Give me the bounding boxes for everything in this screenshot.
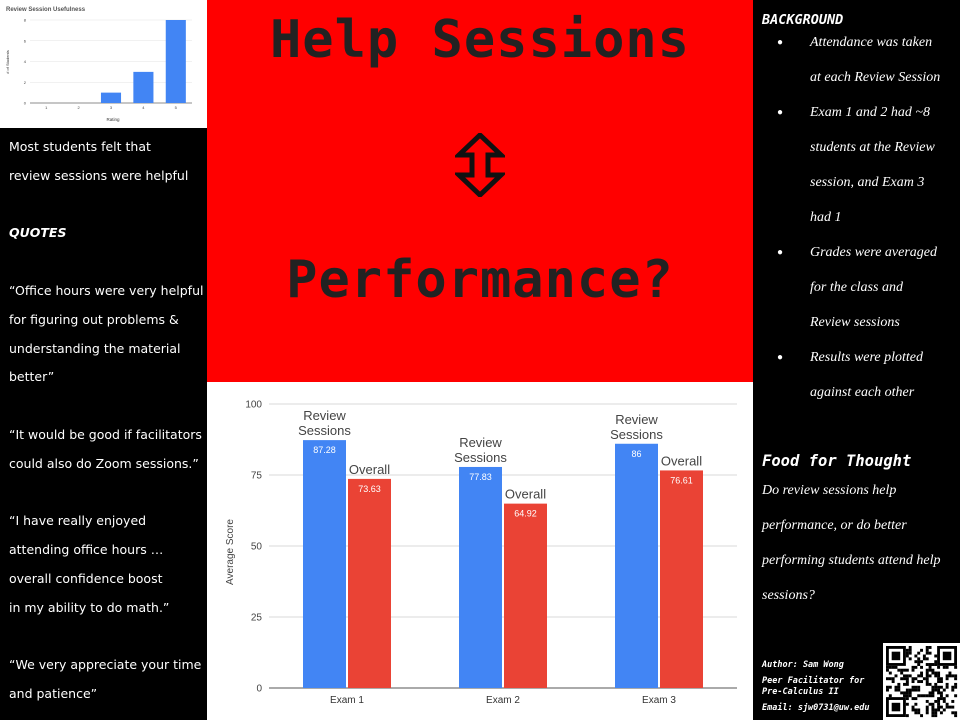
main-ytick-label: 100 (245, 400, 262, 411)
mini-ytick-label: 0 (24, 101, 27, 106)
background-item: Grades were averaged for the class and R… (753, 235, 960, 340)
mini-xtick-label: 5 (175, 105, 178, 110)
main-chart-ylabel: Average Score (225, 519, 236, 585)
background-item-text: session, and Exam 3 (810, 175, 925, 190)
background-item-text: Exam 1 and 2 had ~8 (810, 105, 930, 120)
background-list: Attendance was taken at each Review Sess… (753, 25, 960, 410)
bar-value-label: 86 (631, 449, 641, 459)
quote-3-line-3: overall confidence boost (9, 570, 163, 586)
left-panel: Review Session Usefulness 1 2 3 4 5 0 2 4 6 8 Ra… (0, 0, 207, 720)
background-item-text: Grades were averaged (810, 245, 938, 260)
series-name-label: Overall (349, 462, 390, 477)
main-bar (459, 466, 502, 688)
mini-ytick-label: 6 (24, 38, 27, 43)
quote-3-line-4: in my ability to do math.” (9, 599, 170, 615)
author-block: Author: Sam Wong Peer Facilitator for Pr… (762, 660, 884, 714)
main-xtick-label: Exam 3 (642, 695, 676, 706)
mini-chart-ylabel: # of Students (5, 50, 10, 74)
qr-code-icon[interactable] (883, 643, 960, 720)
main-ytick-label: 50 (251, 542, 263, 553)
author-role-line-1: Peer Facilitator for (762, 676, 865, 686)
mini-xtick-label: 1 (45, 105, 48, 110)
mini-xtick-label: 2 (77, 105, 80, 110)
series-name-label: Overall (661, 453, 702, 468)
background-item: Attendance was taken at each Review Sess… (753, 25, 960, 95)
mini-ytick-label: 2 (24, 80, 27, 85)
mini-chart-xlabel: Rating (106, 117, 120, 122)
background-item: Results were plotted against each other (753, 340, 960, 410)
quote-3-line-2: attending office hours … (9, 542, 164, 558)
bar-value-label: 76.61 (670, 475, 693, 485)
series-name-label: Review (303, 408, 346, 423)
mini-bar (165, 20, 186, 103)
series-name-label: Sessions (610, 427, 663, 442)
mini-xtick-label: 4 (142, 105, 145, 110)
food-for-thought-text: Do review sessions help performance, or … (762, 473, 958, 613)
series-name-label: Overall (505, 487, 546, 502)
quotes-heading: QUOTES (9, 225, 67, 241)
bar-value-label: 64.92 (514, 509, 537, 519)
title-panel: Help Sessions Performance? (207, 0, 753, 382)
mini-bar (133, 71, 154, 103)
right-panel: BACKGROUND Attendance was taken at each … (753, 0, 960, 720)
background-item-text: students at the Review (810, 140, 935, 155)
background-item-text: at each Review Session (810, 70, 941, 85)
quote-4-line-2: and patience” (9, 686, 98, 702)
main-bar (303, 440, 346, 688)
mini-xtick-label: 3 (110, 105, 113, 110)
summary-line-2: review sessions were helpful (9, 167, 189, 183)
quote-1-line-2: for figuring out problems & (9, 311, 179, 327)
mini-ytick-label: 4 (24, 59, 27, 64)
quote-1-line-1: “Office hours were very helpful (9, 282, 204, 298)
main-ytick-label: 25 (251, 613, 263, 624)
background-item-text: Attendance was taken (810, 35, 933, 50)
quote-1-line-4: better” (9, 369, 55, 385)
bar-value-label: 77.83 (469, 472, 492, 482)
background-item-text: Results were plotted (810, 350, 924, 365)
quote-2-line-1: “It would be good if facilitators (9, 426, 202, 442)
series-name-label: Review (615, 412, 658, 427)
mini-chart: Review Session Usefulness 1 2 3 4 5 0 2 4 6 8 Ra… (0, 0, 207, 128)
main-bar (615, 443, 658, 688)
food-line: performance, or do better (762, 518, 907, 533)
bar-value-label: 73.63 (358, 484, 381, 494)
quote-3-line-1: “I have really enjoyed (9, 513, 147, 529)
food-line: sessions? (762, 588, 815, 603)
background-heading: BACKGROUND (762, 12, 844, 28)
mini-chart-title: Review Session Usefulness (6, 7, 86, 13)
main-ytick-label: 0 (256, 684, 262, 695)
author-role-line-2: Pre-Calculus II (762, 687, 839, 697)
mini-bar (100, 92, 122, 103)
title-line-2: Performance? (286, 250, 674, 310)
author-email: Email: sjw0731@uw.edu (762, 703, 870, 713)
main-bar (660, 470, 703, 688)
quote-2-line-2: could also do Zoom sessions.” (9, 455, 199, 471)
quote-4-line-1: “We very appreciate your time (9, 657, 202, 673)
main-bar (504, 503, 547, 688)
summary-line-1: Most students felt that (9, 139, 151, 154)
main-ytick-label: 75 (251, 471, 263, 482)
left-text: Most students felt that review sessions … (9, 133, 204, 709)
background-item-text: Review sessions (810, 315, 900, 330)
background-item-text: for the class and (810, 280, 903, 295)
series-name-label: Review (459, 435, 502, 450)
main-xtick-label: Exam 2 (486, 695, 520, 706)
food-line: Do review sessions help (762, 483, 897, 498)
background-item-text: had 1 (810, 210, 842, 225)
author-name: Author: Sam Wong (762, 660, 844, 670)
quote-1-line-3: understanding the material (9, 340, 181, 356)
background-item: Exam 1 and 2 had ~8 students at the Revi… (753, 95, 960, 235)
title-line-1: Help Sessions (270, 10, 690, 70)
mini-ytick-label: 8 (24, 18, 27, 23)
main-xtick-label: Exam 1 (330, 695, 364, 706)
series-name-label: Sessions (298, 423, 351, 438)
main-bar (348, 478, 391, 688)
bar-value-label: 87.28 (313, 445, 336, 455)
food-for-thought-heading: Food for Thought (762, 452, 912, 470)
series-name-label: Sessions (454, 450, 507, 465)
up-down-arrow-icon (455, 133, 505, 197)
food-line: performing students attend help (762, 553, 941, 568)
background-item-text: against each other (810, 385, 915, 400)
